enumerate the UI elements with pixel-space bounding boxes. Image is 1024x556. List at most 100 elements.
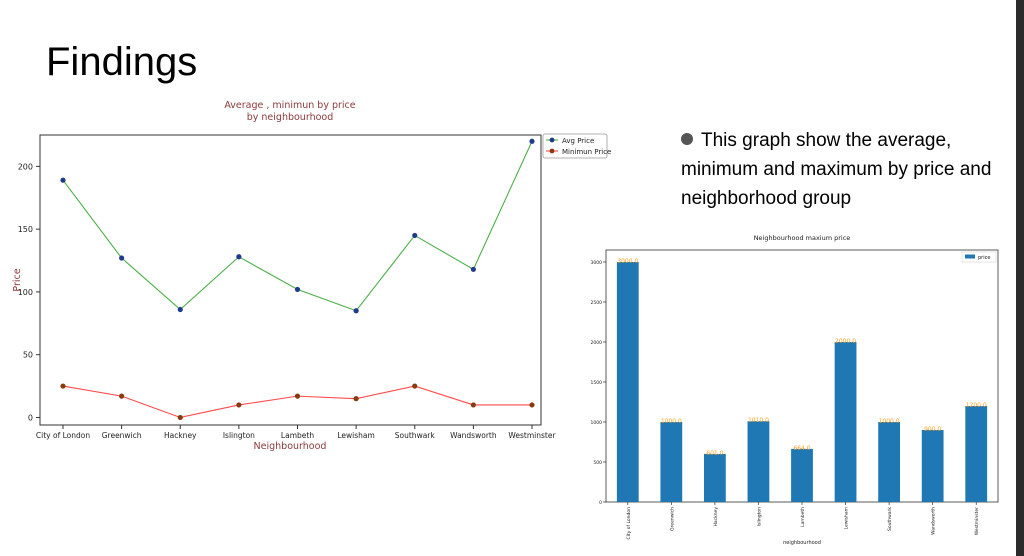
line-chart-frame [39, 134, 542, 426]
bar-chart-title: Neighbourhood maxium price [754, 234, 851, 242]
bar-chart-y-tick-label: 1500 [591, 380, 603, 386]
point-minimun-price [119, 393, 125, 399]
legend-label-price: price [978, 255, 990, 261]
bar-chart-x-tick-label: City of London [626, 507, 632, 540]
line-chart-x-tick-label: Lambeth [281, 431, 314, 440]
line-chart-x-tick-label: Hackney [164, 431, 197, 440]
point-minimun-price [353, 396, 359, 402]
line-chart-y-tick-label: 200 [18, 162, 33, 171]
line-chart-plot-area [39, 134, 542, 426]
bar-chart-y-tick-label: 2500 [591, 300, 603, 306]
point-minimun-price [470, 402, 476, 408]
line-avg-price [62, 141, 533, 312]
line-chart-axis-labels: Neighbourhood Price [12, 268, 326, 452]
bar-value-label: 3000.0 [617, 258, 638, 265]
point-avg-price [412, 232, 418, 239]
line-chart-x-ticks: City of London Greenwich Hackney Islington L… [36, 425, 556, 440]
bar-value-label: 1200.0 [966, 402, 987, 409]
point-minimun-price [294, 393, 301, 399]
line-chart-y-tick-label: 0 [28, 413, 33, 422]
bar-chart-axis-labels: neighbourhood [783, 540, 821, 546]
bar-chart-y-ticks: 0 500 1000 1500 2000 2500 3000 [591, 260, 606, 506]
legend-swatch-price [965, 254, 975, 259]
right-edge-strip [1016, 0, 1024, 556]
legend-label-minimun-price: Minimun Price [562, 148, 611, 156]
line-chart-x-tick-label: Wandsworth [450, 431, 497, 440]
point-avg-price [177, 306, 183, 313]
point-avg-price [470, 266, 476, 272]
point-avg-price [119, 255, 125, 261]
line-chart-y-ticks: 0 50 100 150 200 [18, 162, 40, 422]
legend-marker-minimun-price [549, 148, 555, 154]
point-avg-price [529, 138, 535, 144]
bar-chart: Neighbourhood maxium price 0 500 1000 1500 2… [591, 234, 999, 546]
bar-chart-x-tick-label: Greenwich [669, 507, 675, 531]
legend-marker-avg-price [549, 137, 555, 143]
bar-value-label: 1000.0 [879, 418, 900, 425]
line-chart-x-tick-label: Southwark [395, 431, 436, 440]
bar-chart-bars: 3000.0 1000.0 601.0 1010.0 664.0 2000.0 1000.0… [616, 258, 988, 502]
line-chart-legend-box [542, 133, 608, 159]
line-chart-y-tick-label: 50 [23, 351, 33, 360]
legend-label-avg-price: Avg Price [562, 137, 594, 145]
bar-city-of-london [616, 262, 639, 502]
point-avg-price [294, 286, 301, 293]
line-chart-x-tick-label: Greenwich [102, 431, 142, 440]
line-chart-y-tick-label: 150 [18, 225, 33, 234]
bar-value-label: 900.0 [924, 426, 941, 433]
point-minimun-price [412, 383, 418, 389]
bullet-dot-icon [681, 133, 693, 145]
bullet-point: This graph show the average, minimum and… [681, 126, 1001, 213]
bar-chart-x-ticks: City of London Greenwich Hackney Islington L… [626, 502, 980, 540]
bar-chart-y-tick-label: 2000 [591, 340, 603, 346]
bar-chart-y-tick-label: 500 [593, 460, 602, 466]
bar-wandsworth [921, 430, 944, 502]
bar-chart-x-tick-label: Wandsworth [931, 507, 937, 535]
bar-chart-x-tick-label: Lewisham [844, 507, 850, 529]
line-chart-x-tick-label: Westminster [508, 431, 556, 440]
bar-greenwich [660, 422, 683, 502]
bar-chart-x-axis-label: neighbourhood [783, 540, 821, 546]
line-chart-x-tick-label: City of London [36, 431, 90, 440]
line-chart-title-line: Average , minimun by price [224, 100, 355, 111]
point-avg-price [60, 177, 66, 183]
line-chart-x-tick-label: Islington [223, 431, 255, 440]
bar-chart-legend: price [961, 251, 997, 263]
bar-chart-x-tick-label: Hackney [713, 507, 719, 527]
bar-chart-x-tick-label: Lambeth [800, 507, 806, 527]
line-chart-series [60, 138, 535, 421]
point-avg-price [236, 254, 242, 260]
bar-value-label: 1000.0 [661, 418, 682, 425]
bar-westminster [965, 406, 988, 502]
bar-value-label: 601.0 [706, 450, 723, 457]
line-chart-y-tick-label: 100 [18, 288, 33, 297]
point-avg-price [353, 308, 359, 314]
bar-value-label: 2000.0 [835, 338, 856, 345]
bar-chart-x-tick-label: Westminster [974, 507, 980, 535]
bar-islington [747, 421, 770, 502]
bar-value-label: 1010.0 [748, 417, 769, 424]
point-minimun-price [177, 414, 183, 421]
line-chart-x-axis-label: Neighbourhood [254, 441, 327, 452]
bullet-text: This graph show the average, minimum and… [681, 130, 992, 209]
line-chart-legend: Avg Price Minimun Price [542, 133, 611, 159]
line-chart-y-axis-label: Price [12, 268, 23, 291]
bar-chart-legend-box [961, 251, 997, 263]
bar-lambeth [791, 448, 813, 502]
bar-southwark [878, 422, 900, 502]
bar-hackney [704, 453, 726, 502]
bar-chart-y-tick-label: 3000 [591, 260, 603, 266]
bar-chart-y-tick-label: 0 [599, 500, 602, 506]
line-chart-title-line: by neighbourhood [247, 112, 334, 123]
bar-chart-x-tick-label: Southwark [887, 507, 893, 531]
slide-title: Findings [46, 40, 198, 84]
point-minimun-price [236, 402, 242, 408]
point-minimun-price [529, 402, 535, 408]
bar-lewisham [834, 342, 857, 502]
bar-chart-x-tick-label: Islington [756, 507, 762, 526]
bar-value-label: 664.0 [793, 445, 810, 452]
bar-chart-y-tick-label: 1000 [591, 420, 603, 426]
bar-chart-title-text: Neighbourhood maxium price [754, 234, 851, 242]
